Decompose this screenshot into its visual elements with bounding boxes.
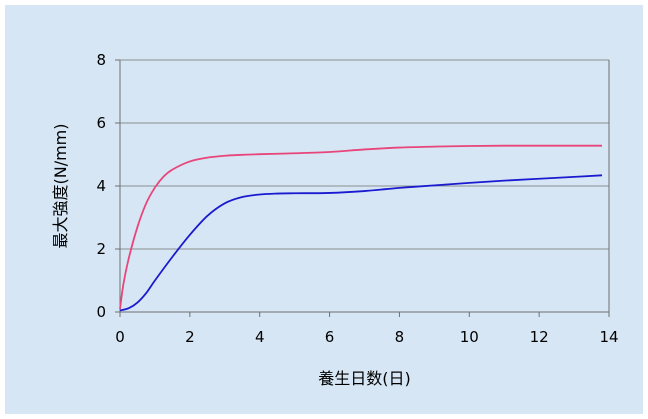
x-axis-title: 養生日数(日)	[318, 369, 411, 388]
x-tick-label-0: 0	[115, 328, 125, 346]
x-tick-label-14: 14	[599, 328, 618, 346]
tick-labels: 0 2 4 6 8 0 2 4 6 8 10 12 14	[96, 51, 618, 346]
y-tick-label-8: 8	[96, 51, 106, 69]
series-lines	[119, 144, 603, 312]
line-chart: 0 2 4 6 8 0 2 4 6 8 10 12 14 養生日数(日) 最大強度(N/mm)	[51, 51, 619, 388]
chart-panel: 0 2 4 6 8 0 2 4 6 8 10 12 14 養生日数(日) 最大強度(N/mm)	[5, 5, 643, 414]
x-tick-label-8: 8	[395, 328, 405, 346]
axes	[115, 59, 610, 317]
x-tick-label-4: 4	[255, 328, 265, 346]
series-line-1	[119, 144, 603, 309]
x-tick-label-10: 10	[460, 328, 479, 346]
y-tick-label-0: 0	[96, 303, 106, 321]
y-tick-label-6: 6	[96, 114, 106, 132]
y-tick-label-2: 2	[96, 240, 106, 258]
y-tick-label-4: 4	[96, 177, 106, 195]
series-line-2	[119, 174, 603, 312]
x-tick-label-2: 2	[185, 328, 195, 346]
gridlines	[120, 59, 609, 250]
y-axis-title: 最大強度(N/mm)	[51, 123, 70, 248]
x-tick-label-12: 12	[530, 328, 549, 346]
x-tick-label-6: 6	[325, 328, 335, 346]
